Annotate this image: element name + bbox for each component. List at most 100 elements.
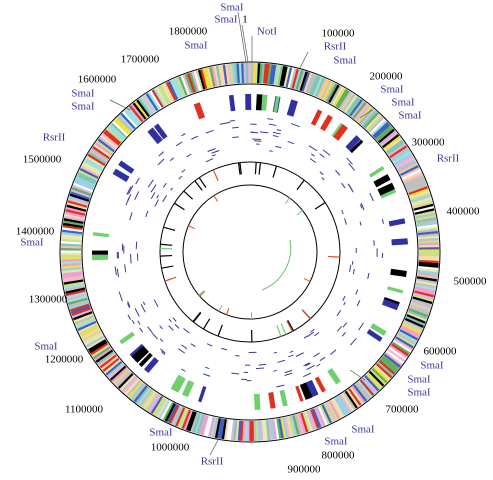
gene-dash xyxy=(203,373,211,377)
gene-tick xyxy=(111,366,128,383)
gene-dash xyxy=(356,300,361,307)
inner-tick xyxy=(212,169,219,182)
gene-tick xyxy=(237,420,242,441)
gene-tick xyxy=(283,417,291,438)
gene-tick xyxy=(163,82,175,102)
gene-tick xyxy=(130,103,146,121)
gene-tick xyxy=(64,213,85,220)
gene-tick xyxy=(385,139,404,154)
gene-dash xyxy=(360,202,365,211)
site-label: RsrII xyxy=(437,153,460,165)
gene-tick xyxy=(379,358,397,374)
gene-tick xyxy=(184,73,194,94)
gene-tick xyxy=(410,302,431,312)
gene-tick xyxy=(413,292,434,300)
gene-tick xyxy=(352,101,367,120)
gene-tick xyxy=(387,348,406,363)
gene-dash xyxy=(252,138,262,140)
ring-outline xyxy=(81,83,419,421)
gene-tick xyxy=(338,91,352,110)
gene-tick xyxy=(239,420,244,441)
gene-dash xyxy=(139,327,144,333)
gene-tick xyxy=(407,310,428,320)
gene-tick xyxy=(178,76,189,96)
gene-tick xyxy=(89,149,109,163)
gene-tick xyxy=(193,70,202,91)
gene-tick xyxy=(275,65,282,86)
inner-tick xyxy=(237,162,241,175)
gene-tick xyxy=(62,270,83,276)
inner-tick xyxy=(276,325,282,337)
feature-mark xyxy=(366,329,383,342)
gene-tick xyxy=(405,316,425,327)
gene-tick xyxy=(340,92,354,111)
inner-tick xyxy=(226,308,230,315)
gene-dash xyxy=(135,177,140,185)
inner-tick xyxy=(218,304,223,312)
inner-tick xyxy=(194,180,203,191)
gene-tick xyxy=(154,397,167,417)
gene-dash xyxy=(273,369,278,372)
gene-dash xyxy=(145,210,149,218)
feature-mark xyxy=(92,232,110,238)
position-label: 100000 xyxy=(322,28,356,40)
position-label: 500000 xyxy=(454,276,488,288)
gene-tick xyxy=(204,67,212,88)
position-label: 1300000 xyxy=(29,294,68,306)
gene-dash xyxy=(273,351,278,354)
gene-tick xyxy=(180,75,191,95)
gene-tick xyxy=(170,405,182,425)
inner-tick xyxy=(198,177,207,188)
gene-tick xyxy=(69,193,90,202)
gene-tick xyxy=(277,65,284,86)
gene-tick xyxy=(61,245,82,249)
gene-dash xyxy=(131,319,135,325)
gene-tick xyxy=(396,156,415,170)
gene-tick xyxy=(61,231,82,237)
gene-tick xyxy=(85,157,104,170)
inner-tick xyxy=(213,195,219,202)
gene-tick xyxy=(164,402,176,422)
gene-dash xyxy=(156,194,159,199)
inner-tick xyxy=(272,165,278,178)
gene-tick xyxy=(322,403,335,423)
gene-dash xyxy=(126,186,132,195)
gene-dash xyxy=(127,301,131,307)
gene-tick xyxy=(77,171,98,183)
gene-tick xyxy=(230,420,236,441)
feature-mark xyxy=(327,367,341,385)
gene-tick xyxy=(61,262,82,267)
position-label: 1500000 xyxy=(23,154,62,166)
gene-tick xyxy=(322,81,334,101)
inner-tick xyxy=(239,162,242,175)
gene-dash xyxy=(381,219,384,224)
position-label: 1200000 xyxy=(45,354,84,366)
gene-tick xyxy=(265,420,271,441)
gene-tick xyxy=(61,240,82,245)
gene-tick xyxy=(417,224,438,230)
feature-mark xyxy=(391,239,408,245)
gene-dash xyxy=(308,145,318,152)
gene-dash xyxy=(207,148,216,152)
gene-dash xyxy=(267,118,274,120)
leader-line xyxy=(109,99,131,111)
gene-dash xyxy=(162,195,168,203)
gene-tick xyxy=(349,99,364,117)
gene-tick xyxy=(65,206,86,214)
position-label: 1600000 xyxy=(78,74,117,86)
gene-tick xyxy=(109,365,127,381)
gene-tick xyxy=(234,63,239,84)
gene-dash xyxy=(172,317,177,322)
gene-tick xyxy=(399,329,419,341)
gene-tick xyxy=(72,308,92,319)
gene-tick xyxy=(243,63,247,84)
gene-tick xyxy=(143,94,158,113)
gene-tick xyxy=(408,186,429,196)
gene-dash xyxy=(275,145,282,149)
gene-dash xyxy=(269,150,273,152)
gene-dash xyxy=(191,135,199,140)
feature-mark xyxy=(112,168,130,183)
gene-tick xyxy=(360,377,376,395)
gene-tick xyxy=(405,177,425,188)
gene-tick xyxy=(410,192,431,202)
